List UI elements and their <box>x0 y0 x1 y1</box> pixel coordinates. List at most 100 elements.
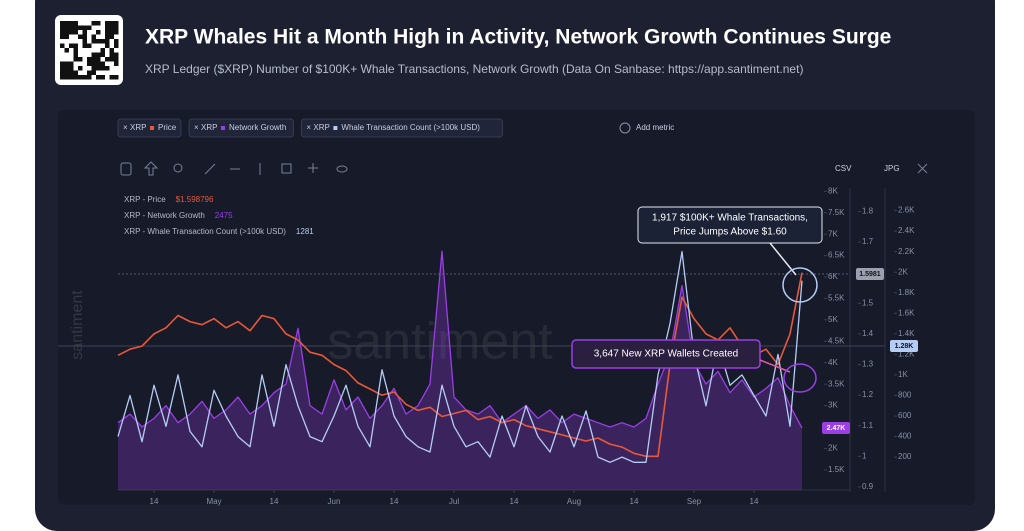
qr-cell <box>78 66 83 71</box>
tool[interactable] <box>336 165 348 173</box>
qr-cell <box>60 34 65 39</box>
qr-cell <box>60 21 65 26</box>
qr-cell <box>91 21 96 26</box>
y-tick-label: 2K <box>898 267 908 276</box>
x-tick-label: Sep <box>687 497 702 506</box>
qr-cell <box>105 25 110 30</box>
y-tick-label: 600 <box>898 411 912 420</box>
chip-metric: Network Growth <box>229 123 286 132</box>
qr-cell <box>73 43 78 48</box>
y-tick-label: 4.5K <box>828 336 845 345</box>
qr-cell <box>87 57 92 62</box>
qr-cell <box>69 21 74 26</box>
qr-cell <box>91 70 96 75</box>
legend-name: XRP - Network Growth <box>124 211 205 220</box>
y-tick-label: 2.6K <box>898 206 915 215</box>
qr-cell <box>100 39 105 44</box>
tool[interactable] <box>281 163 292 174</box>
annotation: 3,647 New XRP Wallets Created <box>594 349 739 360</box>
tool[interactable] <box>308 163 318 173</box>
y-tick-label: 8K <box>828 186 838 195</box>
qr-cell <box>96 66 101 71</box>
qr-cell <box>114 21 119 26</box>
qr-cell <box>114 61 119 66</box>
y-tick-label: 0.9 <box>862 482 874 491</box>
annotation-box <box>637 206 823 244</box>
qr-cell <box>60 61 65 66</box>
y-tick-label: 1.3 <box>862 360 874 369</box>
toolbar-icons <box>120 161 928 176</box>
qr-cell <box>60 25 65 30</box>
chip-swatch <box>150 126 154 130</box>
qr-cell <box>100 52 105 57</box>
legend-name: XRP - Price <box>124 195 166 204</box>
y-tick-label: 400 <box>898 432 912 441</box>
qr-cell <box>73 25 78 30</box>
qr-cell <box>69 43 74 48</box>
qr-cell <box>91 39 96 44</box>
y-tick-label: 7.5K <box>828 208 845 217</box>
chip-asset: XRP <box>313 123 329 132</box>
x-tick-label: Jun <box>328 497 341 506</box>
qr-cell <box>96 21 101 26</box>
csv-button[interactable]: CSV <box>835 164 852 173</box>
qr-cell <box>100 66 105 71</box>
y-tick-label: 1.8K <box>898 288 915 297</box>
highlight <box>783 363 817 393</box>
qr-cell <box>91 57 96 62</box>
tool[interactable] <box>173 163 183 173</box>
tool[interactable] <box>143 161 159 176</box>
watermark: santiment <box>327 313 553 371</box>
qr-cell <box>69 61 74 66</box>
add-icon[interactable] <box>619 122 631 134</box>
add-metric[interactable]: Add metric <box>636 123 674 132</box>
legend-name: XRP - Whale Transaction Count (>100k USD… <box>124 227 286 236</box>
y-tick-label: 1.5 <box>862 298 874 307</box>
x-tick-label: Jul <box>449 497 459 506</box>
qr-cell <box>69 75 74 80</box>
qr-cell <box>109 34 114 39</box>
tool[interactable] <box>204 163 216 175</box>
qr-cell <box>69 70 74 75</box>
qr-cell <box>87 75 92 80</box>
qr-cell <box>69 66 74 71</box>
qr-cell <box>64 48 69 53</box>
qr-cell <box>78 57 83 62</box>
chip-metric: Whale Transaction Count (>100k USD) <box>341 123 480 132</box>
qr-cell <box>109 25 114 30</box>
qr-cell <box>73 21 78 26</box>
tool[interactable] <box>120 162 132 176</box>
qr-cell <box>105 57 110 62</box>
value-tag <box>890 340 918 352</box>
qr-cell <box>91 34 96 39</box>
x-tick-label: 14 <box>630 497 639 506</box>
y-tick-label: 1.4 <box>862 329 874 338</box>
qr-cell <box>96 57 101 62</box>
y-tick-label: 1.8 <box>862 207 874 216</box>
qr-cell <box>73 52 78 57</box>
chip-x: × <box>306 123 311 132</box>
qr-cell <box>82 75 87 80</box>
y-tick-label: 6K <box>828 272 838 281</box>
close[interactable] <box>917 163 928 174</box>
qr-cell <box>114 75 119 80</box>
qr-cell <box>64 61 69 66</box>
qr-cell <box>60 75 65 80</box>
y-tick-label: 1.2K <box>898 349 915 358</box>
qr-cell <box>87 70 92 75</box>
chip-swatch <box>333 126 338 130</box>
qr-cell <box>64 66 69 71</box>
qr-cell <box>109 52 114 57</box>
qr-cell <box>109 75 114 80</box>
jpg-button[interactable]: JPG <box>884 164 900 173</box>
chip-metric: Price <box>158 123 177 132</box>
qr-cell <box>82 30 87 35</box>
value-tag-label: 1.5981 <box>859 271 881 278</box>
qr-cell <box>105 34 110 39</box>
qr-cell <box>73 70 78 75</box>
annotation-arrow <box>759 359 791 373</box>
value-tag-label: 2.47K <box>827 425 846 432</box>
qr-cell <box>69 30 74 35</box>
watermark-side: santiment <box>69 290 86 360</box>
